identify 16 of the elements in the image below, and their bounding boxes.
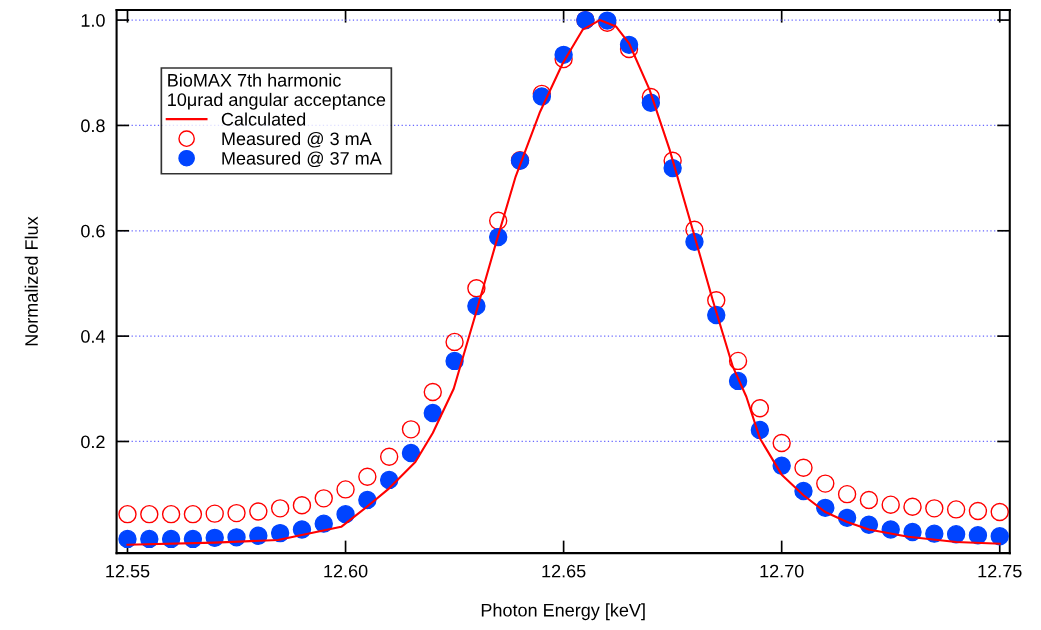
legend-label: Measured @ 3 mA [222, 131, 372, 148]
legend-label: Calculated [221, 112, 306, 126]
x-tick-label: 12.75 [978, 564, 1022, 578]
legend-label: Measured @ 37 mA [222, 151, 382, 168]
y-axis-title: Normalized Flux [24, 216, 38, 346]
x-tick-label: 12.60 [324, 564, 368, 578]
y-tick-label: 1.0 [81, 14, 105, 27]
legend-title: BioMAX 7th harmonic 10μrad angular acceptance [168, 73, 386, 110]
x-axis-title: Photon Energy [keV] [481, 603, 645, 621]
y-tick-label: 0.8 [81, 119, 105, 133]
x-tick-label: 12.65 [542, 564, 586, 578]
y-tick-label: 0.6 [81, 224, 105, 238]
x-tick-label: 12.70 [760, 564, 804, 578]
y-tick-label: 0.2 [81, 435, 105, 449]
x-tick-label: 12.55 [106, 564, 150, 578]
y-tick-label: 0.4 [81, 330, 105, 343]
